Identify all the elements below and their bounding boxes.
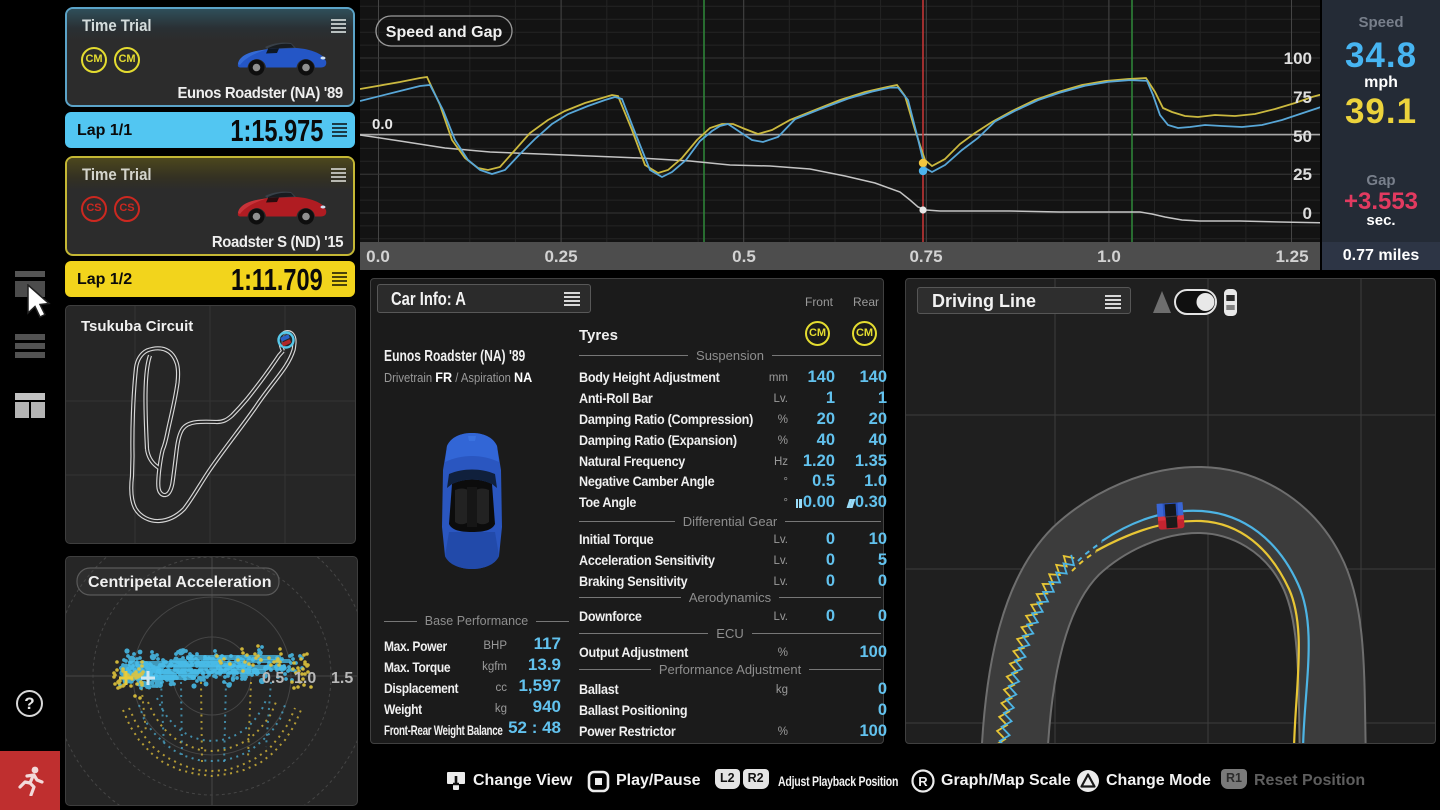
svg-text:0.0: 0.0	[366, 247, 390, 266]
svg-text:1.0: 1.0	[1097, 247, 1121, 266]
svg-text:Speed and Gap: Speed and Gap	[386, 24, 503, 41]
svg-text:0.75: 0.75	[909, 247, 942, 266]
svg-text:Tsukuba Circuit: Tsukuba Circuit	[81, 318, 193, 335]
svg-text:Centripetal Acceleration: Centripetal Acceleration	[88, 574, 271, 591]
svg-text:0.5: 0.5	[732, 247, 756, 266]
svg-text:75: 75	[1293, 88, 1312, 107]
svg-text:1.25: 1.25	[1275, 247, 1308, 266]
svg-text:1.0: 1.0	[294, 670, 316, 687]
svg-text:1.5: 1.5	[331, 670, 353, 687]
svg-text:0.0: 0.0	[372, 116, 393, 133]
svg-text:0: 0	[1303, 204, 1312, 223]
svg-text:R: R	[918, 774, 928, 789]
svg-text:100: 100	[1284, 49, 1312, 68]
svg-text:0.25: 0.25	[544, 247, 577, 266]
svg-text:50: 50	[1293, 127, 1312, 146]
svg-text:25: 25	[1293, 165, 1312, 184]
svg-text:0.5: 0.5	[262, 670, 284, 687]
